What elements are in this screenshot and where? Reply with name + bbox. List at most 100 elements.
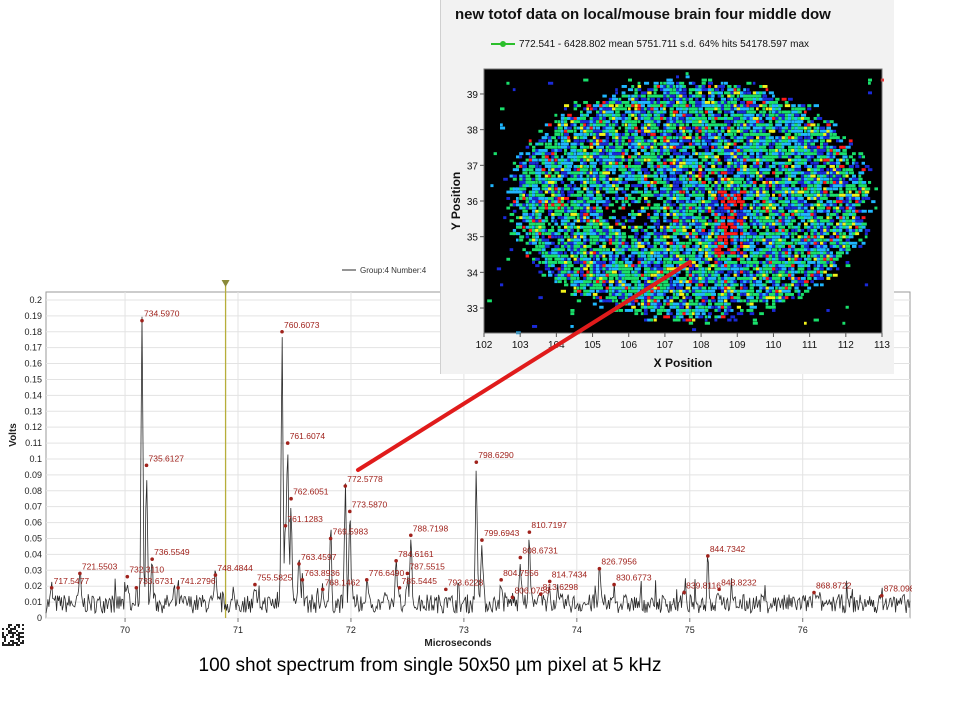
ion-image-pixel [778, 219, 783, 223]
ion-image-pixel [848, 193, 854, 197]
ion-image-pixel [589, 277, 593, 280]
ion-image-pixel [608, 107, 614, 111]
ion-image-pixel [765, 257, 771, 261]
ion-image-pixel [692, 273, 695, 277]
ion-image-pixel [512, 203, 518, 207]
ion-image-pixel [679, 155, 683, 159]
ion-image-pixel [525, 145, 530, 149]
ion-image-pixel [653, 181, 659, 184]
ion-image-pixel [666, 225, 672, 229]
ion-image-pixel [663, 110, 667, 114]
ion-image-pixel [589, 126, 595, 130]
ion-image-pixel [564, 261, 568, 264]
ion-image-pixel [813, 254, 819, 258]
ion-image-pixel [740, 277, 744, 280]
ion-image-pixel [599, 222, 605, 226]
ion-image-pixel [666, 187, 672, 191]
peak-marker: 793.6228 [444, 577, 484, 592]
ion-image-pixel [599, 113, 602, 117]
ion-image-pixel [637, 184, 643, 188]
ion-image-pixel [701, 117, 707, 120]
ion-image-pixel [532, 261, 535, 264]
ion-image-pixel [708, 238, 714, 242]
ion-image-pixel [727, 277, 731, 280]
ion-image-pixel [762, 133, 767, 136]
ion-image-pixel [778, 113, 784, 117]
ion-image-pixel [749, 273, 754, 277]
ion-image-pixel [861, 168, 866, 172]
ion-image-pixel [576, 142, 581, 146]
ion-image-pixel [765, 155, 770, 159]
ion-image-pixel [682, 91, 687, 95]
ion-image-pixel [548, 222, 551, 226]
ion-image-pixel [832, 203, 837, 207]
ion-image-pixel [679, 254, 684, 258]
ion-image-pixel [688, 235, 692, 239]
ion-image-pixel [743, 181, 747, 184]
ion-image-pixel [788, 245, 792, 248]
ion-image-pixel [650, 280, 654, 284]
ion-image-pixel [672, 117, 677, 120]
ion-image-pixel [535, 216, 539, 220]
peak-marker: 772.5778 [343, 474, 383, 488]
ion-image-pixel [826, 209, 831, 213]
ion-image-pixel [631, 174, 636, 178]
ion-image-pixel [608, 235, 613, 239]
ion-image-pixel [861, 241, 866, 245]
ion-image-pixel [688, 110, 694, 114]
ion-image-pixel [743, 193, 748, 197]
ion-image-pixel [592, 165, 597, 168]
ion-image-pixel [788, 273, 792, 277]
ion-image-pixel [599, 248, 603, 252]
ion-image-chart: 102 103 104 105 106 107 108 109 110 111 112 1133334… [449, 68, 890, 370]
ion-image-pixel [653, 81, 659, 85]
ion-image-pixel [551, 193, 555, 197]
ion-image-pixel [701, 216, 706, 220]
ion-image-pixel [778, 177, 782, 181]
ion-image-pixel [842, 193, 846, 197]
ion-image-pixel [711, 155, 717, 159]
ion-image-pixel [644, 184, 648, 188]
ion-image-pixel [810, 184, 814, 188]
ion-image-pixel [743, 117, 747, 120]
ion-image-pixel [756, 206, 761, 210]
ion-image-pixel [589, 181, 593, 184]
ion-image-pixel [640, 142, 645, 146]
ion-image-pixel [832, 229, 838, 232]
ion-image-pixel [804, 241, 809, 245]
ion-image-pixel [752, 110, 756, 114]
ion-image-pixel [535, 184, 538, 188]
ion-image-pixel [672, 145, 678, 149]
ion-image-pixel [653, 171, 658, 175]
ion-image-pixel [820, 245, 824, 248]
ion-image-pixel [602, 94, 607, 98]
ion-image-pixel [679, 241, 683, 245]
ion-image-pixel [628, 267, 633, 271]
ion-image-pixel [557, 213, 563, 216]
ion-image-pixel [848, 229, 854, 232]
ion-image-pixel [586, 216, 590, 220]
ion-image-pixel [592, 241, 596, 245]
ion-image-pixel [759, 225, 763, 229]
ion-image-pixel [682, 107, 687, 111]
ion-image-pixel [560, 222, 565, 226]
ion-image-pixel [733, 238, 737, 242]
ion-image-pixel [685, 225, 691, 229]
ion-image-pixel [720, 283, 724, 287]
ion-image-pixel [813, 181, 819, 184]
ion-image-pixel [810, 238, 815, 242]
ion-image-pixel [592, 107, 598, 111]
ion-image-pixel [679, 110, 682, 114]
ion-image-pixel [685, 273, 689, 277]
ion-image-pixel [679, 142, 684, 146]
ion-image-pixel [650, 251, 656, 255]
ion-image-pixel [781, 120, 787, 124]
ion-image-pixel [605, 267, 610, 271]
ion-image-pixel [704, 209, 708, 213]
ion-image-pixel [714, 257, 718, 261]
ion-image-pixel [804, 187, 809, 191]
ion-image-pixel [644, 126, 648, 130]
ion-image-pixel [532, 193, 535, 197]
ion-image-pixel [791, 261, 795, 264]
ion-image-pixel [599, 184, 604, 188]
